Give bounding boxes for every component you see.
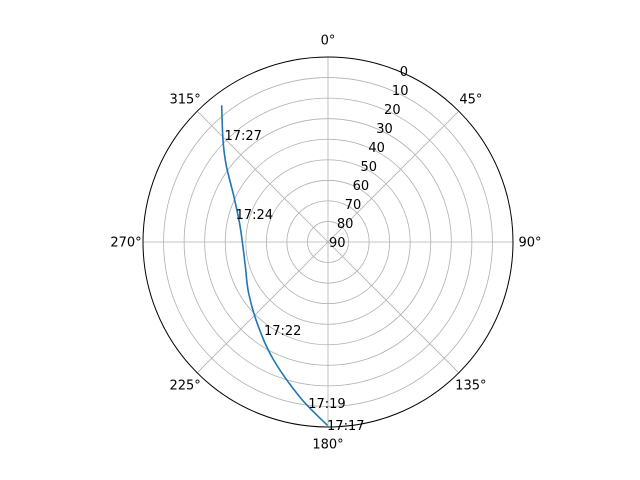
angle-tick-label: 45° bbox=[459, 93, 482, 108]
angle-tick-label: 180° bbox=[312, 438, 343, 453]
time-annotation: 17:17 bbox=[327, 419, 364, 434]
radial-tick-label: 70 bbox=[345, 198, 362, 213]
angle-tick-label: 315° bbox=[169, 93, 200, 108]
radial-tick-label: 0 bbox=[400, 65, 408, 80]
radial-tick-label: 20 bbox=[384, 103, 401, 118]
angle-tick-label: 135° bbox=[455, 378, 486, 393]
series bbox=[220, 105, 328, 426]
annotations: 17:17 17:19 17:22 17:24 17:27 bbox=[224, 129, 364, 434]
angle-tick-label: 90° bbox=[518, 236, 541, 251]
angle-gridline-45 bbox=[327, 110, 460, 243]
radial-tick-label: 90 bbox=[329, 236, 346, 251]
radial-tick-label: 80 bbox=[337, 217, 354, 232]
angle-tick-labels: 0° 45° 90° 135° 180° 225° 270° 315° bbox=[110, 34, 541, 453]
radial-tick-label: 30 bbox=[376, 122, 393, 137]
time-annotation: 17:22 bbox=[264, 324, 301, 339]
angle-gridline-225 bbox=[196, 241, 329, 374]
angle-tick-label: 225° bbox=[169, 378, 200, 393]
radial-tick-label: 10 bbox=[392, 84, 409, 99]
radial-tick-label: 50 bbox=[360, 160, 377, 175]
radial-tick-label: 40 bbox=[368, 141, 385, 156]
angle-gridline-315 bbox=[196, 110, 329, 243]
angle-gridline-135 bbox=[327, 241, 460, 374]
polar-frame bbox=[142, 56, 514, 428]
radial-tick-labels: 0 10 20 30 40 50 60 70 80 90 bbox=[329, 65, 408, 251]
angle-tick-label: 0° bbox=[321, 34, 336, 49]
grid bbox=[142, 56, 514, 428]
time-annotation: 17:24 bbox=[236, 208, 273, 223]
time-annotation: 17:27 bbox=[224, 129, 261, 144]
angle-tick-label: 270° bbox=[110, 236, 141, 251]
radial-tick-label: 60 bbox=[353, 179, 370, 194]
series-line bbox=[220, 105, 328, 426]
time-annotation: 17:19 bbox=[308, 397, 345, 412]
